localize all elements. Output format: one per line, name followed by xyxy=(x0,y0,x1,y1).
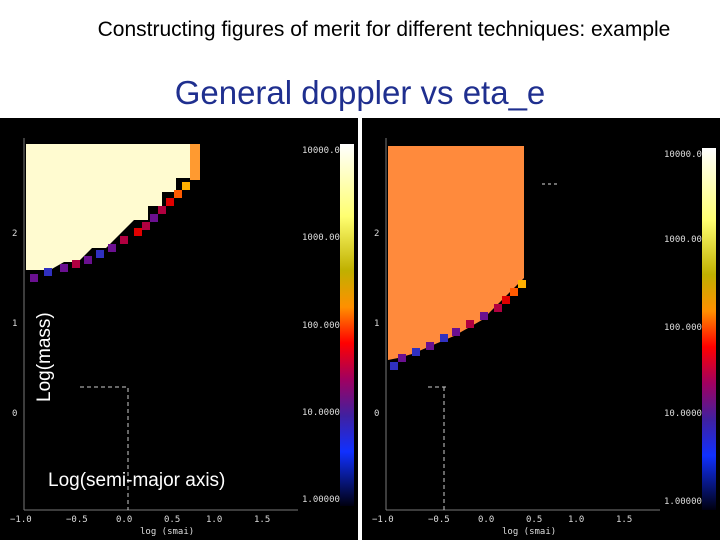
left-ytick-0: 0 xyxy=(12,409,17,419)
left-cbar-tick-2: 100.000 xyxy=(302,321,340,331)
left-xtick-2: 0.0 xyxy=(116,515,132,525)
right-cbar-tick-4: 1.00000 xyxy=(664,497,702,507)
edge-cell xyxy=(134,228,142,236)
left-dashed-region xyxy=(80,386,129,510)
right-xtick-0: −1.0 xyxy=(372,515,394,525)
left-edge-cells xyxy=(30,182,190,282)
right-xtick-4: 1.0 xyxy=(568,515,584,525)
edge-cell xyxy=(398,354,406,362)
right-ytick-1: 1 xyxy=(374,319,379,329)
left-xtick-5: 1.5 xyxy=(254,515,270,525)
edge-cell xyxy=(426,342,434,350)
left-cbar-tick-3: 10.0000 xyxy=(302,408,340,418)
edge-cell xyxy=(96,250,104,258)
right-xtick-2: 0.0 xyxy=(478,515,494,525)
edge-cell xyxy=(108,244,116,252)
edge-cell xyxy=(142,222,150,230)
edge-cell xyxy=(120,236,128,244)
left-heatmap: 10000.0 1000.00 100.000 10.0000 1.00000 … xyxy=(10,138,354,537)
right-cbar-tick-2: 100.000 xyxy=(664,323,702,333)
edge-cell xyxy=(518,280,526,288)
right-ytick-2: 2 xyxy=(374,229,379,239)
edge-cell xyxy=(174,190,182,198)
right-heatmap: 10000.0 1000.00 100.000 10.0000 1.00000 … xyxy=(372,138,716,537)
edge-cell xyxy=(466,320,474,328)
right-cbar-tick-3: 10.0000 xyxy=(664,409,702,419)
left-cbar-tick-0: 10000.0 xyxy=(302,146,340,156)
left-plot-panel: 10000.0 1000.00 100.000 10.0000 1.00000 … xyxy=(0,118,358,540)
edge-cell xyxy=(150,214,158,222)
edge-cell xyxy=(72,260,80,268)
left-cbar-tick-4: 1.00000 xyxy=(302,495,340,505)
edge-cell xyxy=(494,304,502,312)
left-heat-edge xyxy=(190,144,200,180)
edge-cell xyxy=(44,268,52,276)
left-xtick-1: −0.5 xyxy=(66,515,88,525)
right-xtick-3: 0.5 xyxy=(526,515,542,525)
edge-cell xyxy=(158,206,166,214)
slide-title: Constructing figures of merit for differ… xyxy=(97,18,671,41)
edge-cell xyxy=(30,274,38,282)
right-plot-panel: 10000.0 1000.00 100.000 10.0000 1.00000 … xyxy=(362,118,720,540)
left-heat-region xyxy=(26,144,190,270)
edge-cell xyxy=(60,264,68,272)
subtitle: General doppler vs eta_e xyxy=(174,74,546,111)
left-xtick-3: 0.5 xyxy=(164,515,180,525)
left-xtick-0: −1.0 xyxy=(10,515,32,525)
right-edge-cells xyxy=(390,280,526,370)
right-heat-region xyxy=(388,146,524,360)
edge-cell xyxy=(510,288,518,296)
right-colorbar xyxy=(702,148,716,510)
edge-cell xyxy=(182,182,190,190)
right-x-axis-title: log (smai) xyxy=(502,527,556,537)
edge-cell xyxy=(480,312,488,320)
left-colorbar xyxy=(340,144,354,506)
left-x-axis-title: log (smai) xyxy=(140,527,194,537)
edge-cell xyxy=(166,198,174,206)
left-cbar-tick-1: 1000.00 xyxy=(302,233,340,243)
edge-cell xyxy=(390,362,398,370)
edge-cell xyxy=(412,348,420,356)
left-ytick-2: 2 xyxy=(12,229,17,239)
left-xtick-4: 1.0 xyxy=(206,515,222,525)
left-ytick-1: 1 xyxy=(12,319,17,329)
right-xtick-1: −0.5 xyxy=(428,515,450,525)
edge-cell xyxy=(84,256,92,264)
edge-cell xyxy=(440,334,448,342)
edge-cell xyxy=(452,328,460,336)
edge-cell xyxy=(502,296,510,304)
right-ytick-0: 0 xyxy=(374,409,379,419)
x-axis-label: Log(semi-major axis) xyxy=(48,470,226,491)
right-cbar-tick-1: 1000.00 xyxy=(664,235,702,245)
y-axis-label: Log(mass) xyxy=(34,312,55,402)
right-cbar-tick-0: 10000.0 xyxy=(664,150,702,160)
right-xtick-5: 1.5 xyxy=(616,515,632,525)
